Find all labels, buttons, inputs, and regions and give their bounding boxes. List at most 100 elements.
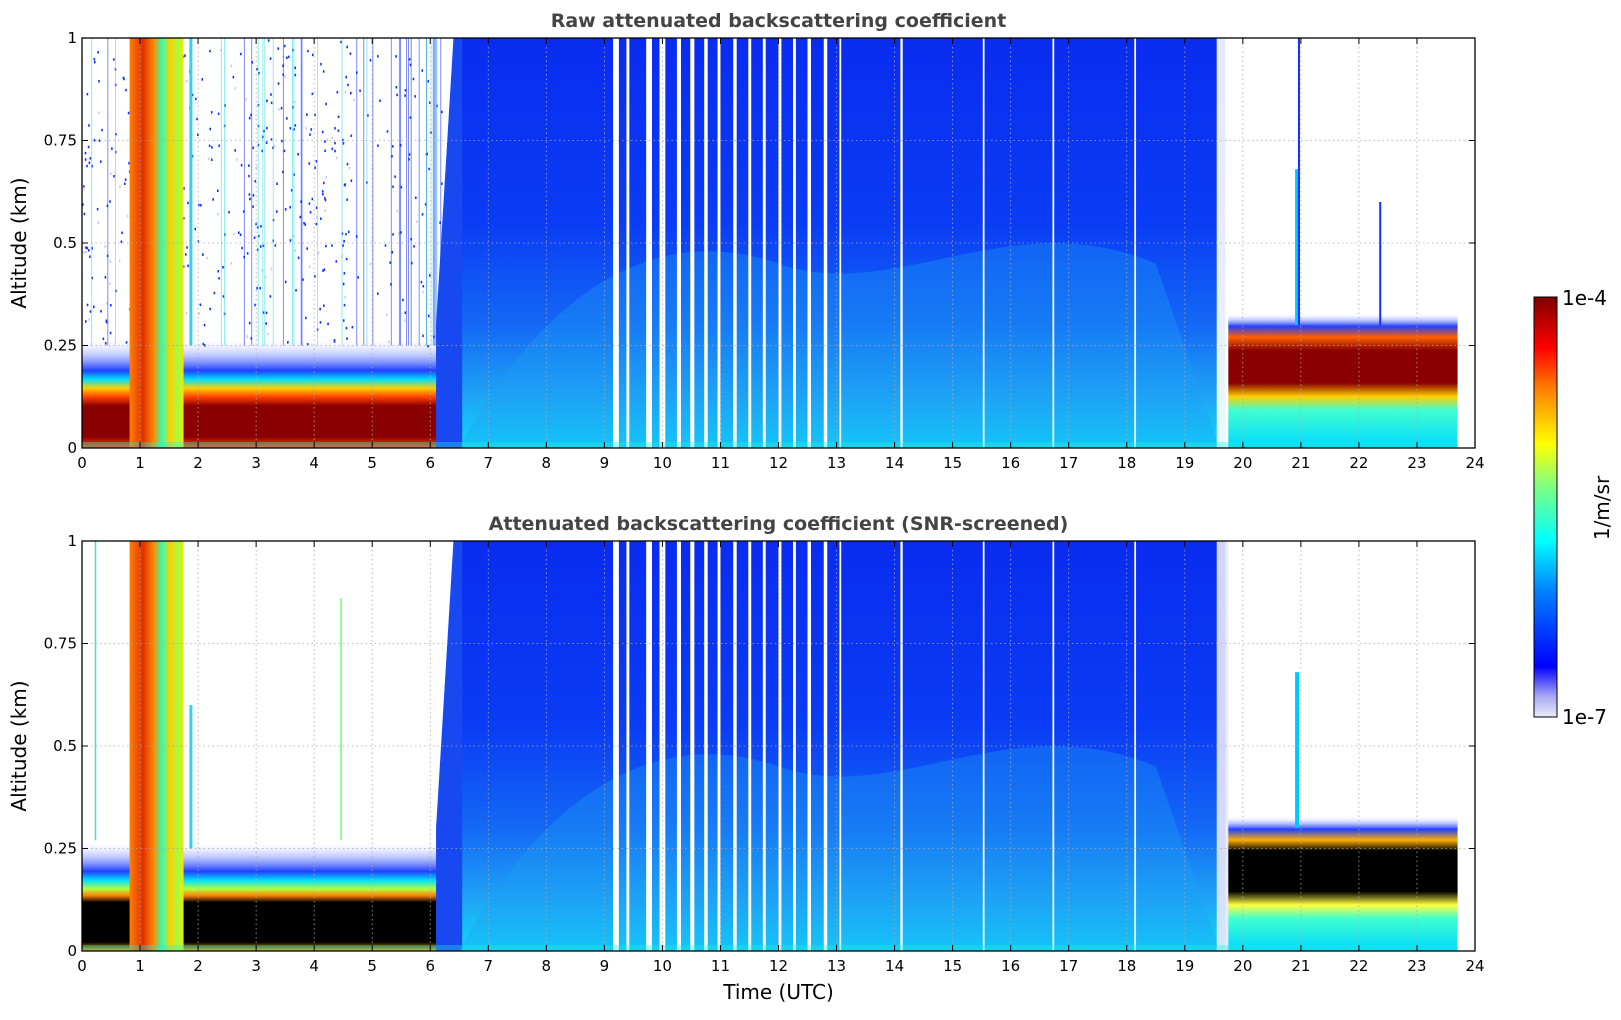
plume-spike-top	[1297, 38, 1300, 325]
evening-transition	[1216, 541, 1229, 951]
noise-speck	[308, 162, 311, 165]
noise-speck	[386, 130, 389, 133]
x-tick-label: 10	[653, 957, 672, 975]
data-gap	[982, 541, 985, 951]
noise-speck	[304, 223, 307, 226]
x-axis-label: Time (UTC)	[722, 980, 834, 1004]
x-tick-label: 11	[711, 957, 730, 975]
data-gap	[704, 38, 708, 448]
x-tick-label: 17	[1059, 454, 1078, 472]
x-tick-label: 1	[135, 454, 145, 472]
noise-streak	[418, 38, 420, 346]
noise-speck	[311, 53, 314, 57]
noise-speck	[344, 295, 346, 299]
grid	[82, 541, 1475, 951]
noise-speck	[248, 193, 251, 196]
noise-speck	[402, 298, 404, 302]
noise-speck	[262, 311, 265, 314]
noise-speck	[87, 145, 90, 149]
noise-speck	[415, 196, 417, 199]
noise-speck	[314, 166, 316, 169]
noise-speck	[113, 174, 115, 178]
noise-speck	[314, 275, 316, 278]
noise-speck	[201, 78, 204, 81]
x-tick-label: 7	[484, 957, 494, 975]
noise-speck	[211, 146, 213, 149]
noise-speck	[305, 127, 307, 130]
noise-speck	[253, 236, 256, 239]
noise-speck	[307, 49, 309, 53]
noise-speck	[209, 307, 211, 311]
noise-streak	[398, 38, 400, 346]
noise-speck	[91, 247, 93, 250]
noise-speck	[109, 331, 112, 335]
noise-speck	[306, 113, 308, 116]
noise-speck	[203, 323, 206, 327]
noise-speck	[105, 320, 108, 324]
noise-speck	[344, 183, 346, 186]
x-tick-label: 4	[309, 957, 319, 975]
x-tick-label: 2	[193, 454, 203, 472]
noise-speck	[195, 97, 197, 101]
noise-speck	[284, 208, 287, 211]
noise-speck	[104, 342, 107, 345]
colorbar-min-label: 1e-7	[1562, 705, 1607, 729]
evening-boundary-layer	[1228, 815, 1458, 951]
x-tick-label: 19	[1175, 957, 1194, 975]
x-tick-label: 9	[600, 454, 610, 472]
noise-speck	[348, 166, 351, 170]
x-tick-label: 17	[1059, 957, 1078, 975]
noise-speck	[342, 138, 344, 142]
noise-speck	[337, 115, 340, 119]
noise-speck	[202, 342, 205, 346]
noise-streak	[435, 38, 437, 346]
noise-speck	[384, 244, 387, 247]
cloud-columns	[129, 38, 184, 448]
noise-speck	[270, 138, 273, 141]
noise-speck	[408, 153, 411, 156]
noise-speck	[98, 139, 101, 142]
noise-speck	[335, 260, 338, 263]
noise-speck	[316, 216, 318, 219]
x-tick-label: 24	[1465, 957, 1484, 975]
noise-speck	[252, 205, 254, 208]
noise-speck	[303, 221, 305, 225]
noise-speck	[347, 83, 349, 87]
noise-streak	[264, 38, 266, 346]
x-tick-label: 16	[1001, 454, 1020, 472]
noise-speck	[222, 266, 224, 269]
data-gap	[613, 38, 619, 448]
noise-speck	[199, 303, 202, 307]
noise-speck	[334, 149, 336, 153]
x-tick-label: 15	[943, 957, 962, 975]
noise-speck	[413, 245, 415, 248]
x-tick-label: 16	[1001, 957, 1020, 975]
noise-streak	[431, 38, 433, 346]
y-tick-label: 0.25	[44, 337, 77, 355]
noise-speck	[108, 282, 111, 285]
noise-speck	[287, 341, 289, 344]
noise-speck	[261, 149, 264, 153]
noise-speck	[213, 291, 216, 295]
noise-speck	[404, 311, 407, 314]
noise-speck	[102, 337, 105, 341]
noise-speck	[216, 189, 219, 193]
noise-speck	[346, 198, 348, 201]
noise-speck	[322, 192, 324, 196]
data-gap	[807, 38, 812, 448]
x-tick-label: 0	[77, 957, 87, 975]
noise-speck	[392, 233, 394, 236]
noise-speck	[309, 211, 312, 214]
noise-speck	[250, 197, 252, 201]
noise-speck	[295, 289, 297, 292]
noise-speck	[429, 101, 431, 104]
noise-speck	[285, 56, 288, 60]
noise-speck	[252, 146, 255, 150]
noise-speck	[104, 245, 107, 248]
noise-speck	[97, 51, 99, 54]
noise-speck	[265, 141, 268, 144]
grid	[82, 38, 1475, 448]
noise-speck	[343, 303, 346, 307]
x-tick-label: 22	[1349, 454, 1368, 472]
noise-speck	[105, 319, 108, 322]
